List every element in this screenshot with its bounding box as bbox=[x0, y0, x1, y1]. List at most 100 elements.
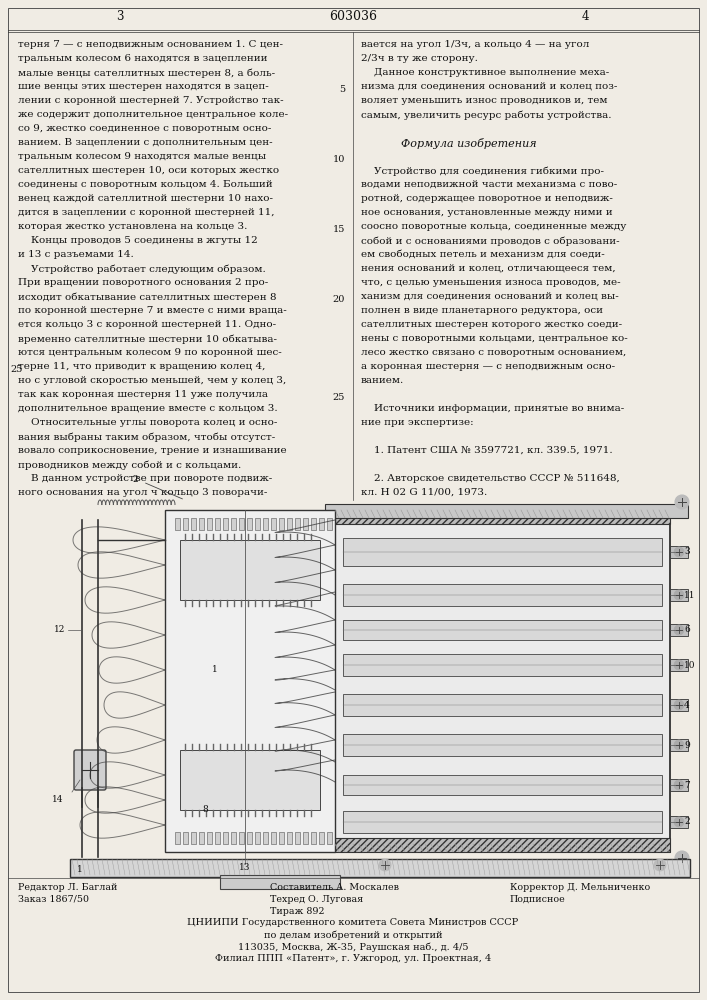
Bar bbox=[670, 589, 688, 601]
Text: вания выбраны таким образом, чтобы отсутст-: вания выбраны таким образом, чтобы отсут… bbox=[18, 432, 275, 442]
Bar bbox=[343, 584, 662, 606]
Text: В данном устройстве при повороте подвиж-: В данном устройстве при повороте подвиж- bbox=[18, 474, 272, 483]
Bar bbox=[287, 518, 292, 530]
Text: 2: 2 bbox=[132, 476, 138, 485]
Text: ванием.: ванием. bbox=[361, 376, 404, 385]
Text: Концы проводов 5 соединены в жгуты 12: Концы проводов 5 соединены в жгуты 12 bbox=[18, 236, 258, 245]
Text: воляет уменьшить износ проводников и, тем: воляет уменьшить износ проводников и, те… bbox=[361, 96, 607, 105]
Text: так как коронная шестерня 11 уже получила: так как коронная шестерня 11 уже получил… bbox=[18, 390, 268, 399]
Text: Источники информации, принятые во внима-: Источники информации, принятые во внима- bbox=[361, 404, 624, 413]
Circle shape bbox=[654, 859, 666, 871]
Text: 12: 12 bbox=[54, 626, 66, 635]
Text: по делам изобретений и открытий: по делам изобретений и открытий bbox=[264, 930, 443, 940]
Bar bbox=[215, 518, 220, 530]
Bar bbox=[670, 739, 688, 751]
Circle shape bbox=[674, 547, 684, 557]
Bar bbox=[220, 875, 340, 889]
Text: 4: 4 bbox=[684, 700, 690, 710]
Bar bbox=[327, 832, 332, 844]
Text: 7: 7 bbox=[684, 780, 690, 790]
Bar bbox=[670, 779, 688, 791]
Bar bbox=[670, 546, 688, 558]
Text: же содержит дополнительное центральное коле-: же содержит дополнительное центральное к… bbox=[18, 110, 288, 119]
Text: соединены с поворотным кольцом 4. Больший: соединены с поворотным кольцом 4. Больши… bbox=[18, 180, 273, 189]
Bar bbox=[183, 832, 188, 844]
Bar bbox=[271, 518, 276, 530]
Bar bbox=[311, 832, 316, 844]
Bar bbox=[239, 832, 244, 844]
Text: дополнительное вращение вместе с кольцом 3.: дополнительное вращение вместе с кольцом… bbox=[18, 404, 278, 413]
Text: При вращении поворотного основания 2 про-: При вращении поворотного основания 2 про… bbox=[18, 278, 268, 287]
Text: 13: 13 bbox=[239, 862, 251, 871]
Bar bbox=[319, 832, 324, 844]
Bar bbox=[180, 540, 320, 600]
Bar bbox=[343, 694, 662, 716]
Text: Тираж 892: Тираж 892 bbox=[270, 907, 325, 916]
Text: соосно поворотные кольца, соединенные между: соосно поворотные кольца, соединенные ме… bbox=[361, 222, 626, 231]
Text: которая жестко установлена на кольце 3.: которая жестко установлена на кольце 3. bbox=[18, 222, 247, 231]
Bar bbox=[223, 832, 228, 844]
Bar bbox=[327, 518, 332, 530]
Text: полнен в виде планетарного редуктора, оси: полнен в виде планетарного редуктора, ос… bbox=[361, 306, 603, 315]
Bar bbox=[335, 838, 670, 852]
Text: дится в зацеплении с коронной шестерней 11,: дится в зацеплении с коронной шестерней … bbox=[18, 208, 274, 217]
Text: венец каждой сателлитной шестерни 10 нахо-: венец каждой сателлитной шестерни 10 нах… bbox=[18, 194, 273, 203]
Bar bbox=[343, 538, 662, 566]
Bar bbox=[191, 518, 196, 530]
Bar bbox=[343, 654, 662, 676]
Text: терня 7 — с неподвижным основанием 1. С цен-: терня 7 — с неподвижным основанием 1. С … bbox=[18, 40, 283, 49]
Bar bbox=[263, 832, 268, 844]
Text: ЦНИИПИ Государственного комитета Совета Министров СССР: ЦНИИПИ Государственного комитета Совета … bbox=[187, 918, 519, 927]
Bar bbox=[279, 832, 284, 844]
Text: вается на угол 1/3ч, а кольцо 4 — на угол: вается на угол 1/3ч, а кольцо 4 — на уго… bbox=[361, 40, 590, 49]
Bar bbox=[343, 775, 662, 795]
Bar bbox=[223, 518, 228, 530]
Text: 4: 4 bbox=[581, 10, 589, 23]
Text: Формула изобретения: Формула изобретения bbox=[401, 138, 537, 149]
Text: Относительные углы поворота колец и осно-: Относительные углы поворота колец и осно… bbox=[18, 418, 277, 427]
Bar bbox=[207, 518, 212, 530]
Bar bbox=[255, 518, 260, 530]
Text: 2: 2 bbox=[684, 818, 689, 826]
Text: Корректор Д. Мельниченко: Корректор Д. Мельниченко bbox=[510, 883, 650, 892]
Text: 1: 1 bbox=[77, 865, 83, 874]
Text: самым, увеличить ресурс работы устройства.: самым, увеличить ресурс работы устройств… bbox=[361, 110, 612, 119]
Circle shape bbox=[674, 817, 684, 827]
Text: ное основания, установленные между ними и: ное основания, установленные между ними … bbox=[361, 208, 613, 217]
Text: ем свободных петель и механизм для соеди-: ем свободных петель и механизм для соеди… bbox=[361, 250, 604, 259]
Text: 6: 6 bbox=[684, 626, 690, 635]
Text: исходит обкатывание сателлитных шестерен 8: исходит обкатывание сателлитных шестерен… bbox=[18, 292, 276, 302]
Bar bbox=[191, 832, 196, 844]
Text: 10: 10 bbox=[684, 660, 696, 670]
Text: 1: 1 bbox=[212, 666, 218, 674]
Text: Подписное: Подписное bbox=[510, 895, 566, 904]
Text: Техред О. Луговая: Техред О. Луговая bbox=[270, 895, 363, 904]
Text: 2/3ч в ту же сторону.: 2/3ч в ту же сторону. bbox=[361, 54, 478, 63]
Circle shape bbox=[674, 740, 684, 750]
Text: нения оснований и колец, отличающееся тем,: нения оснований и колец, отличающееся те… bbox=[361, 264, 616, 273]
Text: Данное конструктивное выполнение меха-: Данное конструктивное выполнение меха- bbox=[361, 68, 609, 77]
Text: сателлитных шестерен 10, оси которых жестко: сателлитных шестерен 10, оси которых жес… bbox=[18, 166, 279, 175]
Text: вовало соприкосновение, трение и изнашивание: вовало соприкосновение, трение и изнашив… bbox=[18, 446, 286, 455]
Text: 3: 3 bbox=[684, 548, 689, 556]
Bar bbox=[311, 518, 316, 530]
Text: ного основания на угол ч кольцо 3 поворачи-: ного основания на угол ч кольцо 3 повора… bbox=[18, 488, 267, 497]
Bar bbox=[670, 624, 688, 636]
Bar bbox=[247, 518, 252, 530]
Circle shape bbox=[675, 851, 689, 865]
Text: проводников между собой и с кольцами.: проводников между собой и с кольцами. bbox=[18, 460, 241, 470]
Text: шие венцы этих шестерен находятся в зацеп-: шие венцы этих шестерен находятся в заце… bbox=[18, 82, 269, 91]
Bar bbox=[343, 734, 662, 756]
Circle shape bbox=[674, 700, 684, 710]
Text: ротной, содержащее поворотное и неподвиж-: ротной, содержащее поворотное и неподвиж… bbox=[361, 194, 613, 203]
Bar bbox=[295, 832, 300, 844]
Text: 603036: 603036 bbox=[329, 10, 377, 23]
Text: 8: 8 bbox=[202, 806, 208, 814]
Bar bbox=[255, 832, 260, 844]
Circle shape bbox=[379, 859, 391, 871]
Text: кл. Н 02 G 11/00, 1973.: кл. Н 02 G 11/00, 1973. bbox=[361, 488, 487, 497]
Bar bbox=[670, 659, 688, 671]
Text: 5: 5 bbox=[339, 85, 345, 94]
Bar bbox=[215, 832, 220, 844]
Text: ется кольцо 3 с коронной шестерней 11. Одно-: ется кольцо 3 с коронной шестерней 11. О… bbox=[18, 320, 276, 329]
